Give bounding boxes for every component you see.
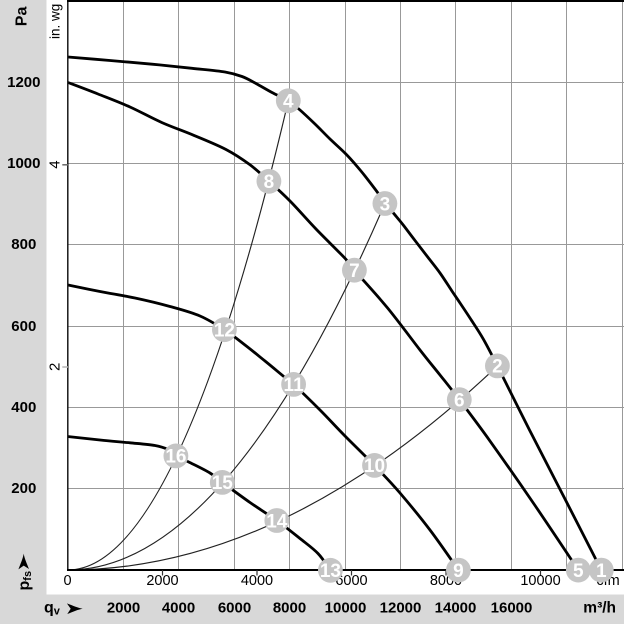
svg-text:4000: 4000	[241, 573, 273, 589]
svg-text:13: 13	[320, 561, 341, 582]
svg-text:6000: 6000	[218, 600, 251, 617]
svg-text:4: 4	[46, 160, 63, 168]
svg-text:5: 5	[573, 561, 584, 582]
svg-text:6: 6	[454, 390, 465, 411]
svg-text:4000: 4000	[162, 600, 195, 617]
svg-text:2000: 2000	[146, 573, 178, 589]
svg-text:Pa: Pa	[14, 7, 31, 27]
svg-text:m³/h: m³/h	[583, 600, 616, 617]
svg-text:200: 200	[11, 480, 36, 497]
svg-text:7: 7	[349, 261, 360, 282]
svg-text:in. wg: in. wg	[48, 4, 63, 39]
svg-text:9: 9	[453, 561, 464, 582]
svg-text:0: 0	[63, 573, 71, 589]
svg-text:8000: 8000	[273, 600, 306, 617]
svg-text:14000: 14000	[435, 600, 477, 617]
svg-text:1000: 1000	[7, 155, 40, 172]
svg-text:800: 800	[11, 236, 36, 253]
svg-text:600: 600	[11, 318, 36, 335]
svg-text:10: 10	[364, 456, 385, 477]
svg-text:11: 11	[284, 375, 305, 396]
svg-text:10000: 10000	[325, 600, 367, 617]
svg-text:1200: 1200	[7, 74, 40, 91]
svg-text:16000: 16000	[491, 600, 533, 617]
svg-text:2: 2	[492, 357, 503, 378]
svg-text:1: 1	[596, 561, 607, 582]
svg-text:6000: 6000	[335, 573, 367, 589]
svg-text:2000: 2000	[107, 600, 140, 617]
svg-text:12000: 12000	[380, 600, 422, 617]
svg-text:15: 15	[212, 473, 234, 494]
svg-text:14: 14	[266, 511, 288, 532]
svg-text:2: 2	[46, 363, 63, 371]
svg-text:400: 400	[11, 399, 36, 416]
svg-text:16: 16	[165, 447, 186, 468]
svg-text:12: 12	[214, 321, 235, 342]
svg-text:10000: 10000	[520, 573, 560, 589]
svg-text:4: 4	[283, 92, 294, 113]
svg-text:8: 8	[264, 172, 275, 193]
svg-text:3: 3	[380, 194, 391, 215]
